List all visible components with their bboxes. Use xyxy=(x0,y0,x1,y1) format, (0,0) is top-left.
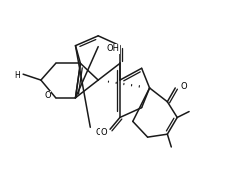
Text: OH: OH xyxy=(95,128,108,137)
Text: OH: OH xyxy=(106,44,119,53)
Text: O: O xyxy=(44,91,51,100)
Text: O: O xyxy=(101,128,107,137)
Text: O: O xyxy=(180,82,187,91)
Text: H: H xyxy=(14,71,20,80)
